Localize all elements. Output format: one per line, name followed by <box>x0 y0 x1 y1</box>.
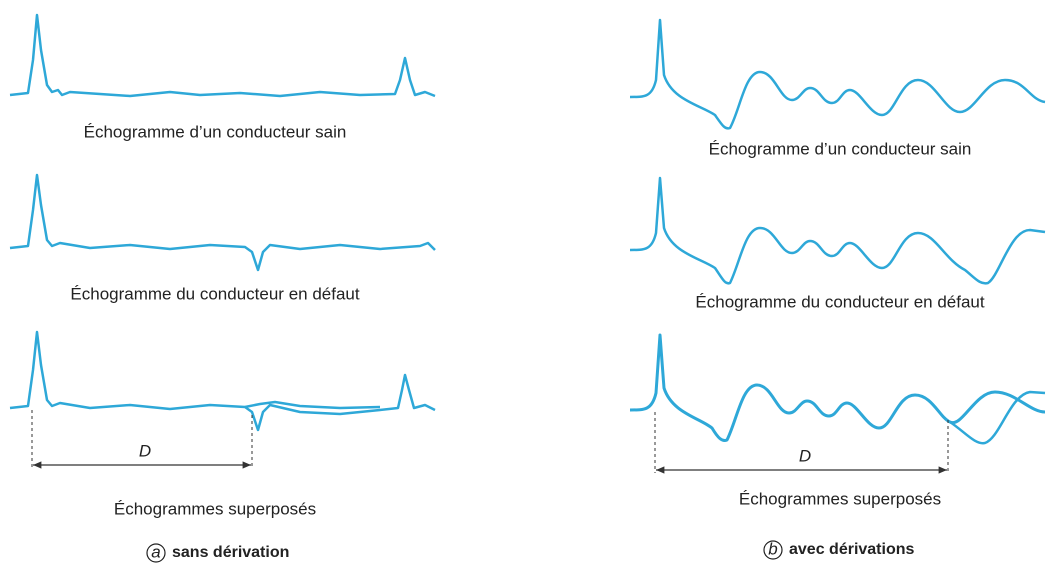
letter-circle <box>146 543 166 563</box>
waveform <box>629 333 1046 442</box>
panel-letter: a <box>151 542 160 561</box>
waveform <box>9 330 436 432</box>
distance-label: D <box>139 441 151 460</box>
panel-letter: b <box>768 539 777 558</box>
distance-label: D <box>799 446 811 465</box>
caption: Échogrammes superposés <box>114 499 316 518</box>
waveform <box>9 13 436 98</box>
panel-label: avec dérivations <box>789 541 915 558</box>
caption: Échogramme d’un conducteur sain <box>709 139 972 158</box>
waveform <box>949 390 1046 445</box>
waveform <box>629 18 1046 130</box>
caption: Échogrammes superposés <box>739 489 941 508</box>
caption: Échogramme du conducteur en défaut <box>70 284 359 303</box>
waveform <box>9 173 436 272</box>
waveform <box>629 176 1046 285</box>
caption: Échogramme d’un conducteur sain <box>84 122 347 141</box>
letter-circle <box>763 540 783 560</box>
panel-label: sans dérivation <box>172 544 289 561</box>
caption: Échogramme du conducteur en défaut <box>695 292 984 311</box>
waveform <box>244 400 381 410</box>
